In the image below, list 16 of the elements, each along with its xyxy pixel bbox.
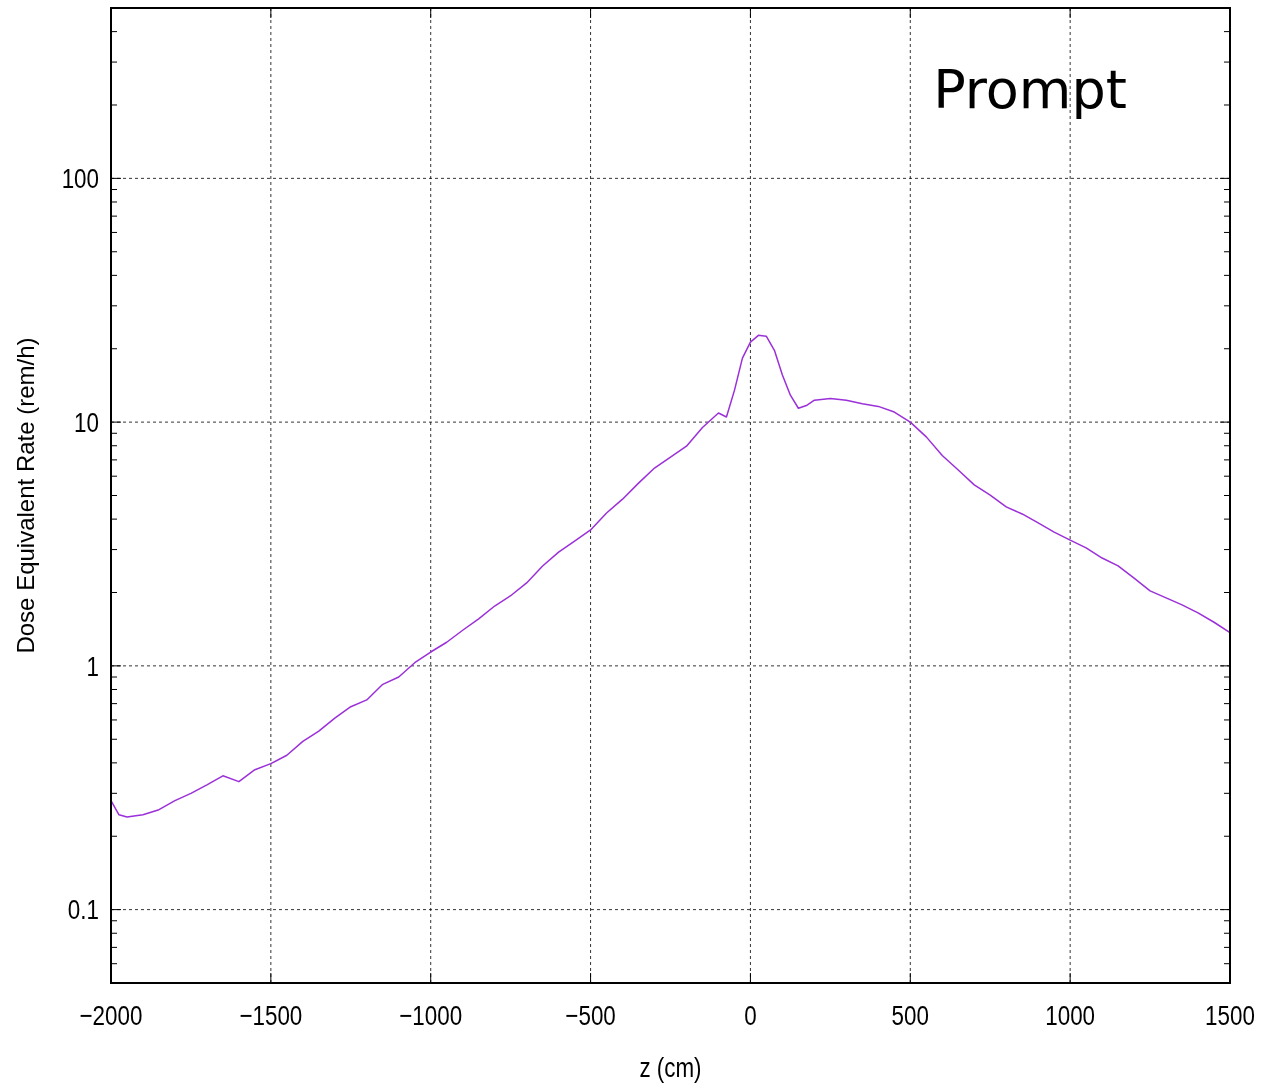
x-tick-label: 1000 (1045, 999, 1096, 1031)
y-tick-label: 100 (61, 162, 99, 194)
annotation: Prompt (933, 58, 1127, 121)
x-tick-label: 1500 (1205, 999, 1255, 1031)
x-tick-label: −1000 (399, 999, 463, 1031)
x-tick-label: 500 (891, 999, 929, 1031)
x-tick-label: −500 (565, 999, 616, 1031)
x-tick-label: −1500 (239, 999, 303, 1031)
y-tick-label: 1 (86, 650, 99, 682)
x-tick-label: −2000 (79, 999, 143, 1031)
y-tick-label: 10 (74, 406, 99, 438)
x-tick-label: 0 (744, 999, 757, 1031)
x-axis-title: z (cm) (639, 1051, 702, 1083)
y-tick-label: 0.1 (67, 894, 99, 925)
line-series (110, 334, 1231, 818)
y-axis-title: Dose Equivalent Rate (rem/h) (12, 337, 39, 654)
